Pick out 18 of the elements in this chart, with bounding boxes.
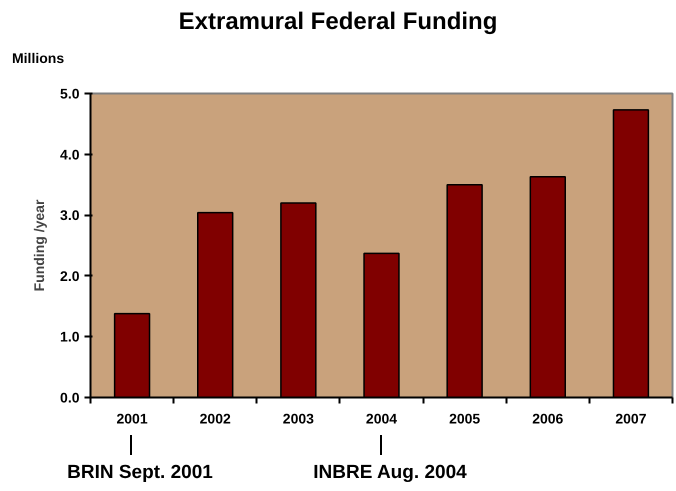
x-tick-label: 2007 xyxy=(615,410,647,426)
x-tick-label: 2001 xyxy=(116,410,148,426)
y-tick-label: 4.0 xyxy=(60,146,80,162)
text: Millions xyxy=(12,49,64,68)
y-tick-label: 2.0 xyxy=(60,268,80,284)
text: INBRE Aug. 2004 xyxy=(312,461,468,485)
chart-title: Extramural Federal Funding xyxy=(178,7,498,37)
y-tick-label: 0.0 xyxy=(60,390,80,406)
x-tick-label: 2005 xyxy=(449,410,480,426)
x-tick-label: 2004 xyxy=(366,410,398,426)
x-tick-label: 2006 xyxy=(532,410,564,426)
y-axis-title: Funding /year xyxy=(31,199,48,292)
y-tick-label: 5.0 xyxy=(60,86,80,102)
text: BRIN Sept. 2001 xyxy=(66,461,214,485)
y-tick-label: 3.0 xyxy=(60,207,80,224)
x-tick-label: 2003 xyxy=(282,410,314,426)
x-tick-label: 2002 xyxy=(200,410,231,426)
y-tick-label: 1.0 xyxy=(60,328,80,345)
